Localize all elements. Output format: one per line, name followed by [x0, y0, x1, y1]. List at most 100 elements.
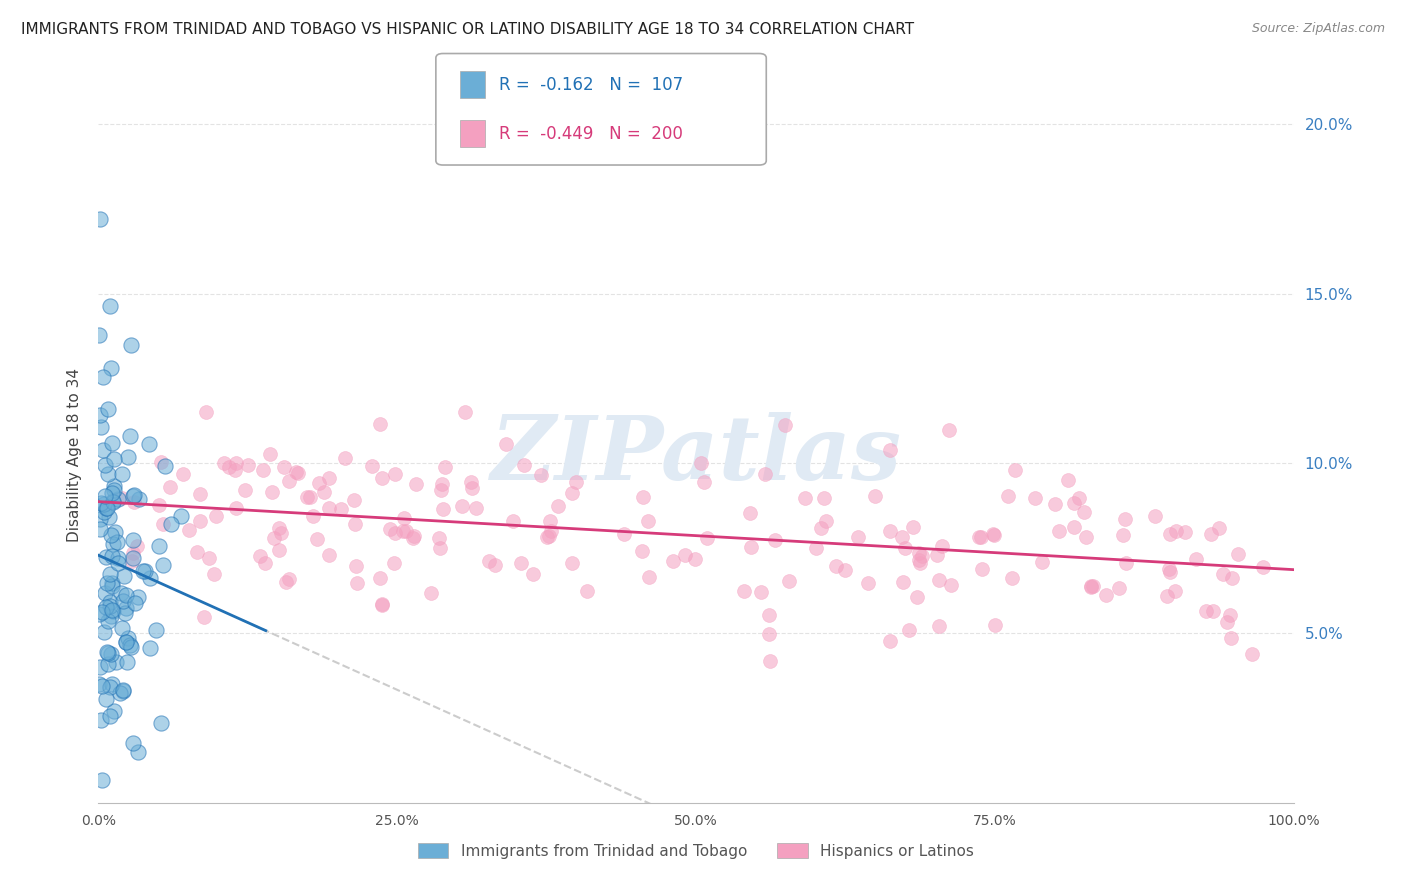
- Point: [738, 507, 761, 521]
- Point: [270, 525, 292, 540]
- Point: [224, 463, 246, 477]
- Point: [530, 468, 553, 483]
- Point: [547, 500, 569, 514]
- Point: [380, 522, 402, 536]
- Point: [1024, 491, 1046, 505]
- Point: [98, 680, 121, 694]
- Point: [225, 500, 247, 515]
- Point: [121, 533, 143, 547]
- Point: [371, 471, 394, 485]
- Point: [576, 584, 599, 599]
- Point: [96, 576, 118, 591]
- Point: [277, 474, 299, 488]
- Point: [90, 605, 112, 619]
- Point: [98, 299, 121, 313]
- Point: [107, 551, 129, 566]
- Point: [91, 442, 114, 457]
- Point: [1080, 579, 1102, 593]
- Point: [124, 488, 146, 502]
- Point: [101, 436, 124, 450]
- Point: [420, 586, 443, 600]
- Point: [94, 549, 117, 564]
- Point: [815, 514, 838, 528]
- Point: [94, 458, 117, 473]
- Point: [159, 517, 181, 532]
- Point: [93, 625, 115, 640]
- Point: [1216, 615, 1239, 629]
- Point: [100, 599, 122, 613]
- Point: [984, 618, 1007, 632]
- Point: [169, 509, 191, 524]
- Point: [371, 598, 394, 612]
- Point: [522, 566, 544, 581]
- Point: [763, 533, 786, 548]
- Point: [128, 492, 150, 507]
- Point: [172, 467, 194, 481]
- Point: [911, 549, 934, 564]
- Point: [149, 716, 172, 731]
- Point: [89, 660, 111, 674]
- Point: [692, 475, 714, 490]
- Point: [188, 514, 211, 528]
- Point: [631, 490, 654, 504]
- Point: [370, 597, 392, 611]
- Point: [461, 481, 484, 495]
- Point: [148, 498, 170, 512]
- Point: [179, 523, 201, 537]
- Point: [259, 447, 281, 461]
- Point: [97, 467, 120, 482]
- Point: [101, 495, 124, 509]
- Point: [1159, 527, 1181, 541]
- Point: [344, 559, 367, 574]
- Point: [302, 508, 325, 523]
- Point: [277, 572, 299, 586]
- Point: [145, 623, 167, 637]
- Point: [103, 604, 125, 618]
- Point: [1220, 571, 1243, 585]
- Point: [758, 607, 780, 622]
- Point: [1081, 579, 1104, 593]
- Point: [98, 595, 121, 609]
- Point: [97, 510, 120, 524]
- Point: [931, 539, 953, 553]
- Point: [107, 492, 129, 507]
- Point: [186, 545, 208, 559]
- Point: [1202, 604, 1225, 618]
- Point: [89, 212, 111, 227]
- Point: [127, 591, 149, 605]
- Point: [1219, 608, 1241, 623]
- Point: [1074, 530, 1097, 544]
- Point: [97, 646, 120, 660]
- Point: [89, 408, 111, 422]
- Point: [344, 517, 367, 532]
- Point: [1159, 566, 1181, 580]
- Legend: Immigrants from Trinidad and Tobago, Hispanics or Latinos: Immigrants from Trinidad and Tobago, His…: [412, 837, 980, 864]
- Point: [879, 442, 901, 457]
- Point: [107, 556, 129, 570]
- Point: [561, 556, 583, 570]
- Point: [997, 490, 1019, 504]
- Point: [202, 566, 225, 581]
- Point: [101, 579, 124, 593]
- Point: [105, 534, 128, 549]
- Point: [908, 556, 931, 570]
- Point: [384, 526, 406, 541]
- Point: [110, 586, 132, 600]
- Point: [212, 456, 235, 470]
- Point: [96, 500, 118, 515]
- Point: [478, 553, 501, 567]
- Point: [683, 552, 706, 566]
- Point: [122, 495, 145, 509]
- Point: [114, 606, 136, 620]
- Point: [1108, 582, 1130, 596]
- Point: [115, 635, 138, 649]
- Point: [273, 459, 295, 474]
- Point: [93, 505, 115, 519]
- Point: [972, 561, 994, 575]
- Point: [121, 489, 143, 503]
- Point: [901, 520, 924, 534]
- Point: [87, 607, 110, 621]
- Point: [94, 489, 117, 503]
- Point: [127, 539, 149, 553]
- Point: [1004, 463, 1026, 477]
